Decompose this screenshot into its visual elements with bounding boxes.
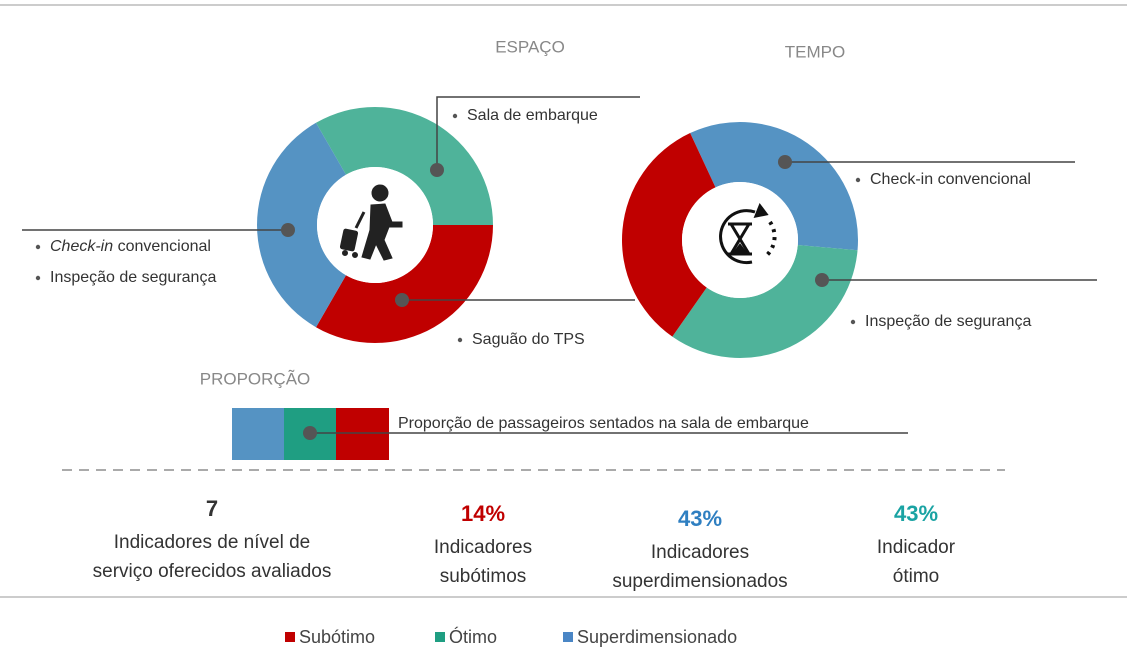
stat-label: serviço oferecidos avaliados	[93, 561, 332, 582]
icon-part	[753, 202, 769, 219]
stat-label: superdimensionados	[612, 571, 787, 592]
bullet	[35, 275, 41, 281]
donut-segment	[316, 225, 493, 343]
connector-dot	[395, 293, 409, 307]
connector-dot	[815, 273, 829, 287]
stat-label: Indicador	[877, 537, 956, 558]
item-text: Inspeção de segurança	[50, 269, 216, 286]
donut-segment	[672, 245, 858, 359]
stat-value: 43%	[894, 501, 938, 526]
donut-segment	[316, 106, 493, 225]
stat-label: Indicadores	[434, 537, 532, 558]
item-emphasis: Check-in	[50, 238, 113, 255]
proportion-block	[336, 408, 389, 460]
item-label: Inspeção de segurança	[50, 269, 216, 286]
bullet	[452, 113, 458, 119]
icon-part	[361, 203, 403, 261]
stat-value: 7	[206, 496, 218, 521]
item-text: convencional	[113, 238, 211, 255]
legend-label: Subótimo	[299, 627, 375, 647]
legend-swatch	[563, 632, 573, 642]
traveler-icon	[339, 184, 403, 261]
legend-swatch	[285, 632, 295, 642]
stat-value: 14%	[461, 501, 505, 526]
legend-swatch	[435, 632, 445, 642]
section-title: PROPORÇÃO	[200, 369, 311, 388]
connector	[436, 96, 640, 170]
section-title: ESPAÇO	[495, 37, 565, 56]
proportion-block	[232, 408, 285, 460]
stat-label: Indicadores de nível de	[114, 532, 310, 553]
item-text: Check-in convencional	[870, 171, 1031, 188]
stat-label: subótimos	[440, 566, 527, 587]
item-text: Saguão do TPS	[472, 331, 585, 348]
icon-part	[371, 184, 389, 202]
icon-part	[733, 243, 747, 253]
legend-label: Superdimensionado	[577, 627, 737, 647]
bullet	[850, 319, 856, 325]
item-label: Sala de embarque	[467, 107, 598, 124]
icon-part	[764, 220, 777, 258]
item-label: Inspeção de segurança	[865, 313, 1031, 330]
icon-part	[354, 211, 366, 229]
item-label: Saguão do TPS	[472, 331, 585, 348]
connector-dot	[303, 426, 317, 440]
stat-value: 43%	[678, 506, 722, 531]
icon-part	[719, 209, 756, 265]
stat-label: Indicadores	[651, 542, 749, 563]
donut-segment	[257, 122, 346, 328]
bullet	[35, 244, 41, 250]
item-label: Check-in convencional	[50, 238, 211, 255]
icon-part	[342, 250, 348, 256]
item-label: Check-in convencional	[870, 171, 1031, 188]
icon-part	[728, 222, 752, 256]
connector-dot	[281, 223, 295, 237]
icon-part	[339, 228, 359, 252]
stat-label: ótimo	[893, 566, 939, 587]
bullet	[855, 177, 861, 183]
item-text: Inspeção de segurança	[865, 313, 1031, 330]
bullet	[457, 337, 463, 343]
donut-segment	[690, 121, 858, 251]
item-text: Sala de embarque	[467, 107, 598, 124]
proportion-label: Proporção de passageiros sentados na sal…	[398, 415, 809, 432]
time-icon	[719, 202, 777, 265]
legend-label: Ótimo	[449, 626, 497, 647]
donut-segment	[621, 133, 716, 337]
icon-part	[352, 252, 358, 258]
section-title: TEMPO	[785, 42, 845, 61]
connector-dot	[430, 163, 444, 177]
connector-dot	[778, 155, 792, 169]
